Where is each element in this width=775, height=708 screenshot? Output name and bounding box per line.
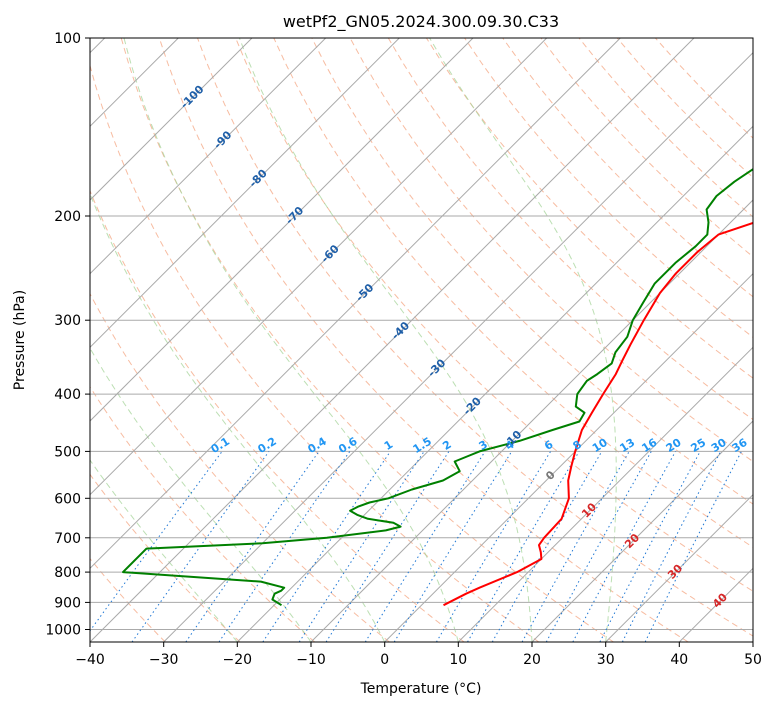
dry-adiabat xyxy=(311,38,753,505)
y-tick-label: 300 xyxy=(54,313,81,329)
isotherm-line xyxy=(531,420,753,642)
x-tick-label: 50 xyxy=(744,652,762,668)
mixing-ratio-line xyxy=(218,451,351,642)
mixing-ratio-line xyxy=(262,451,391,642)
mixing-ratio-line xyxy=(185,451,320,642)
dry-adiabat xyxy=(120,38,614,642)
y-tick-label: 1000 xyxy=(45,623,81,639)
y-tick-label: 400 xyxy=(54,387,81,403)
mixing-ratio-line xyxy=(325,451,450,642)
mixing-ratio-line xyxy=(572,451,676,642)
dry-adiabat xyxy=(502,38,753,298)
x-tick-label: −20 xyxy=(223,652,253,668)
y-tick-label: 500 xyxy=(54,444,81,460)
y-tick-label: 700 xyxy=(54,531,81,547)
x-tick-label: −40 xyxy=(75,652,105,668)
x-tick-label: 40 xyxy=(670,652,688,668)
isotherm-line xyxy=(90,38,327,275)
dry-adiabat xyxy=(158,38,689,642)
mixing-ratio-line xyxy=(131,451,270,642)
isotherm-line xyxy=(605,493,753,642)
mixing-ratio-line xyxy=(435,451,552,642)
dry-adiabat xyxy=(90,63,540,642)
y-tick-label: 900 xyxy=(54,595,81,611)
dry-adiabat xyxy=(349,38,753,463)
y-tick-label: 600 xyxy=(54,491,81,507)
mixing-ratio-line xyxy=(393,451,513,642)
moist-adiabat xyxy=(123,38,459,642)
isotherm-line xyxy=(90,38,621,570)
x-tick-label: −10 xyxy=(296,652,326,668)
isotherm-line xyxy=(90,38,253,201)
y-tick-label: 100 xyxy=(54,31,81,47)
sounding-profiles xyxy=(122,168,753,607)
isotherm-line xyxy=(310,199,753,642)
plot-frame xyxy=(89,37,754,643)
x-tick-label: 30 xyxy=(597,652,615,668)
isotherm-line xyxy=(90,38,474,422)
moist-adiabat xyxy=(90,192,386,642)
isotherm-line xyxy=(163,51,753,642)
isotherm-line xyxy=(384,272,753,642)
mixing-ratio-line xyxy=(364,451,486,642)
x-axis-label: Temperature (°C) xyxy=(360,681,482,697)
mixing-ratio-line xyxy=(298,451,425,642)
isotherm-line xyxy=(90,38,695,642)
dry-adiabat xyxy=(90,473,241,642)
x-tick-label: 0 xyxy=(380,652,389,668)
y-tick-label: 800 xyxy=(54,565,81,581)
moist-adiabat xyxy=(90,459,238,642)
x-tick-label: 20 xyxy=(523,652,541,668)
reference-lines xyxy=(90,38,753,642)
x-tick-label: 10 xyxy=(449,652,467,668)
mixing-ratio-line xyxy=(644,451,742,642)
mixing-ratio-line xyxy=(467,451,580,642)
dry-adiabat xyxy=(387,38,753,421)
dry-adiabat xyxy=(90,385,316,642)
isotherm-line xyxy=(90,38,548,496)
moist-adiabat xyxy=(238,38,533,642)
isotherm-line xyxy=(236,125,753,642)
dry-adiabat xyxy=(464,38,753,338)
dewpoint-line xyxy=(122,168,753,607)
dry-adiabat xyxy=(425,38,753,379)
y-axis-label: Pressure (hPa) xyxy=(12,290,28,390)
mixing-ratio-line xyxy=(545,451,652,642)
dry-adiabat xyxy=(90,292,390,642)
chart-title: wetPf2_GN05.2024.300.09.30.C33 xyxy=(283,12,559,32)
isotherm-line xyxy=(457,346,753,642)
isotherm-line xyxy=(90,38,400,349)
dry-adiabat xyxy=(273,38,753,548)
x-tick-label: −30 xyxy=(149,652,179,668)
temperature-line xyxy=(443,221,753,607)
dry-adiabat xyxy=(235,38,753,592)
dry-adiabat xyxy=(90,189,465,642)
moist-adiabat xyxy=(429,38,617,642)
axis-ticks: −40 −30 −20 −10 0 10 20 30 40 50 100 200 300 400 500 60… xyxy=(45,31,762,668)
y-tick-label: 200 xyxy=(54,209,81,225)
